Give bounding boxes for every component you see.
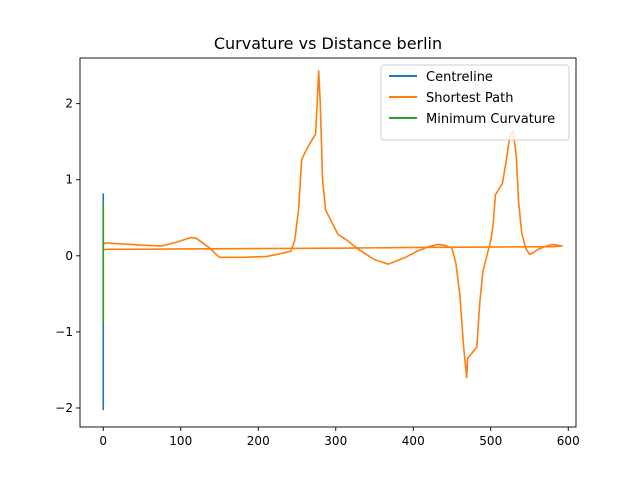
x-tick-label: 400 bbox=[402, 434, 425, 448]
series-line-shortest-path bbox=[102, 70, 563, 379]
y-tick-label: −2 bbox=[55, 401, 73, 415]
x-tick-label: 600 bbox=[557, 434, 580, 448]
plot-area bbox=[79, 57, 577, 428]
chart-title: Curvature vs Distance berlin bbox=[214, 34, 442, 53]
legend-entry-label: Centreline bbox=[426, 70, 493, 85]
x-tick-label: 500 bbox=[479, 434, 502, 448]
x-tick-label: 100 bbox=[169, 434, 192, 448]
y-tick-label: −1 bbox=[55, 325, 73, 339]
y-tick-label: 1 bbox=[65, 173, 73, 187]
legend: Centreline Shortest Path Minimum Curvature bbox=[380, 64, 570, 141]
legend-entry-label: Shortest Path bbox=[426, 91, 513, 106]
axes-frame bbox=[79, 57, 577, 428]
x-tick-label: 0 bbox=[99, 434, 107, 448]
x-axis: 0 100 200 300 400 500 600 bbox=[99, 427, 580, 448]
x-tick-label: 200 bbox=[247, 434, 270, 448]
x-tick-label: 300 bbox=[324, 434, 347, 448]
legend-box bbox=[380, 64, 570, 141]
legend-entry-label: Minimum Curvature bbox=[426, 112, 555, 127]
y-axis: −2 −1 0 1 2 bbox=[55, 97, 80, 415]
y-tick-label: 2 bbox=[65, 97, 73, 111]
y-tick-label: 0 bbox=[65, 249, 73, 263]
